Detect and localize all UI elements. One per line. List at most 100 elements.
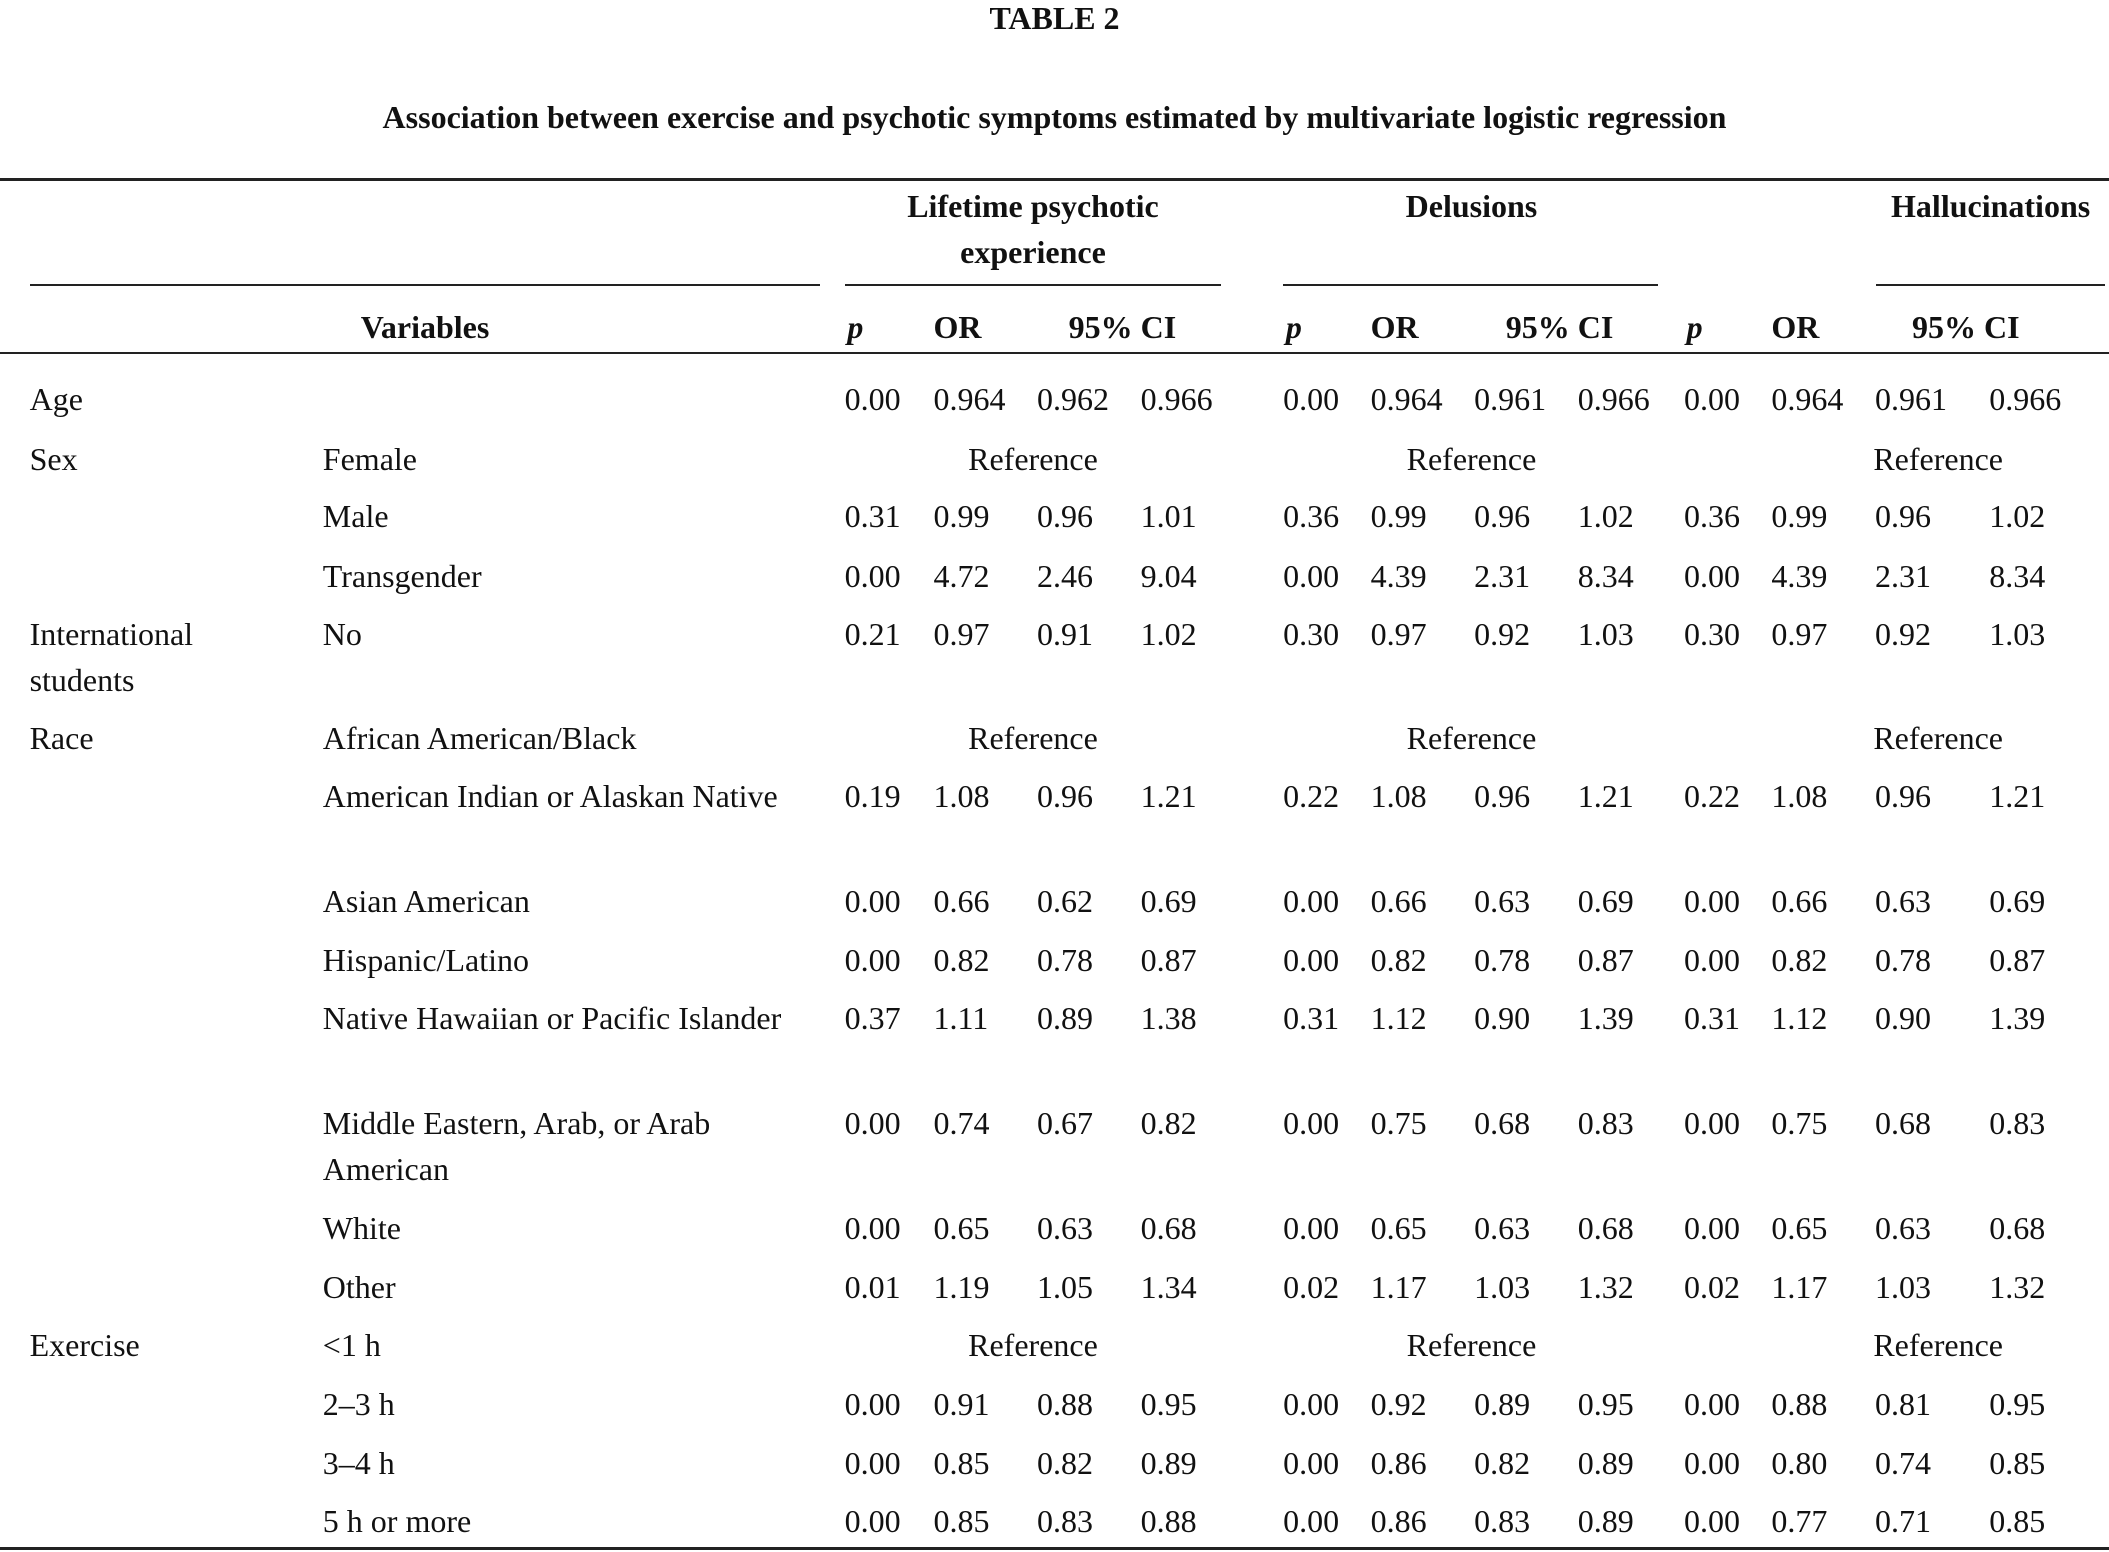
level-label: No bbox=[322, 615, 362, 652]
group-header: Hallucinations bbox=[1891, 187, 2091, 224]
rule bbox=[29, 283, 821, 286]
cell: 8.34 bbox=[1577, 557, 1634, 594]
cell: 1.17 bbox=[1370, 1269, 1427, 1306]
cell: 0.92 bbox=[1474, 615, 1531, 652]
cell: 0.02 bbox=[1283, 1269, 1340, 1306]
cell: 0.68 bbox=[1140, 1210, 1197, 1246]
cell: 0.82 bbox=[1037, 1445, 1093, 1482]
cell: 0.87 bbox=[1140, 942, 1197, 979]
cell: 0.31 bbox=[844, 498, 901, 535]
level-label: White bbox=[322, 1210, 401, 1246]
cell: 0.85 bbox=[1989, 1445, 2046, 1482]
group-header: Delusions bbox=[1405, 187, 1538, 224]
cell: 0.69 bbox=[1989, 883, 2046, 920]
cell: 0.68 bbox=[1474, 1105, 1531, 1142]
cell: 0.90 bbox=[1474, 1000, 1531, 1037]
table-title: TABLE 2 bbox=[989, 0, 1120, 36]
variable-label: Race bbox=[29, 720, 94, 757]
cell: 0.966 bbox=[1989, 381, 2062, 418]
cell: 0.77 bbox=[1771, 1503, 1828, 1540]
cell: 0.00 bbox=[1283, 942, 1340, 979]
cell: 0.00 bbox=[1283, 1445, 1340, 1482]
cell: 0.86 bbox=[1370, 1445, 1427, 1482]
cell: 1.01 bbox=[1140, 498, 1197, 535]
cell: 0.00 bbox=[844, 557, 901, 594]
cell: 0.65 bbox=[1370, 1210, 1427, 1246]
cell: 0.63 bbox=[1874, 883, 1931, 920]
cell: 0.83 bbox=[1474, 1503, 1531, 1540]
cell: 1.34 bbox=[1140, 1269, 1197, 1306]
cell: 0.962 bbox=[1037, 381, 1109, 418]
cell: 0.71 bbox=[1874, 1503, 1931, 1540]
column-header: 95% CI bbox=[1911, 308, 2020, 345]
cell: 1.11 bbox=[933, 1000, 989, 1037]
cell: 0.89 bbox=[1577, 1503, 1634, 1540]
cell: 0.00 bbox=[1683, 557, 1740, 594]
cell: 0.75 bbox=[1370, 1105, 1427, 1142]
cell: 1.12 bbox=[1370, 1000, 1427, 1037]
cell: 0.00 bbox=[1683, 1445, 1740, 1482]
cell: 0.966 bbox=[1140, 381, 1213, 418]
level-label: Transgender bbox=[322, 557, 482, 594]
cell: 0.82 bbox=[1474, 1445, 1531, 1482]
cell: 0.00 bbox=[1283, 1210, 1340, 1246]
reference-cell: Reference bbox=[1406, 1327, 1537, 1364]
column-header: p bbox=[847, 308, 864, 345]
cell: 1.03 bbox=[1874, 1269, 1931, 1306]
cell: 0.83 bbox=[1989, 1105, 2046, 1142]
cell: 0.85 bbox=[933, 1503, 990, 1540]
cell: 1.02 bbox=[1577, 498, 1634, 535]
cell: 0.85 bbox=[1989, 1503, 2046, 1540]
cell: 0.99 bbox=[1771, 498, 1828, 535]
variable-label: International students bbox=[29, 615, 194, 698]
cell: 0.88 bbox=[1037, 1386, 1093, 1423]
cell: 0.63 bbox=[1037, 1210, 1093, 1246]
cell: 0.00 bbox=[1683, 942, 1740, 979]
cell: 0.89 bbox=[1577, 1445, 1634, 1482]
cell: 0.00 bbox=[1283, 557, 1340, 594]
reference-cell: Reference bbox=[1406, 440, 1537, 477]
cell: 0.00 bbox=[1283, 381, 1340, 418]
cell: 1.38 bbox=[1140, 1000, 1197, 1037]
cell: 0.86 bbox=[1370, 1503, 1427, 1540]
cell: 0.00 bbox=[1683, 381, 1740, 418]
variable-label: Exercise bbox=[29, 1327, 140, 1364]
cell: 1.32 bbox=[1989, 1269, 2046, 1306]
cell: 1.03 bbox=[1474, 1269, 1531, 1306]
cell: 2.31 bbox=[1874, 557, 1931, 594]
cell: 0.961 bbox=[1474, 381, 1547, 418]
cell: 1.39 bbox=[1577, 1000, 1634, 1037]
cell: 1.03 bbox=[1577, 615, 1634, 652]
cell: 4.39 bbox=[1771, 557, 1828, 594]
cell: 0.96 bbox=[1474, 498, 1531, 535]
cell: 0.75 bbox=[1771, 1105, 1828, 1142]
cell: 0.99 bbox=[1370, 498, 1427, 535]
cell: 0.68 bbox=[1989, 1210, 2046, 1246]
cell: 1.21 bbox=[1140, 778, 1197, 815]
cell: 0.00 bbox=[844, 883, 901, 920]
cell: 0.66 bbox=[933, 883, 990, 920]
cell: 0.00 bbox=[844, 1386, 901, 1423]
cell: 0.00 bbox=[844, 1105, 901, 1142]
reference-cell: Reference bbox=[1873, 1327, 2003, 1364]
cell: 1.39 bbox=[1989, 1000, 2046, 1037]
cell: 0.22 bbox=[1683, 778, 1740, 815]
level-label: 2–3 h bbox=[322, 1386, 395, 1423]
cell: 0.00 bbox=[1283, 1503, 1340, 1540]
cell: 1.03 bbox=[1989, 615, 2046, 652]
cell: 0.80 bbox=[1771, 1445, 1828, 1482]
cell: 0.78 bbox=[1037, 942, 1093, 979]
cell: 0.87 bbox=[1577, 942, 1634, 979]
cell: 4.39 bbox=[1370, 557, 1427, 594]
cell: 0.62 bbox=[1037, 883, 1093, 920]
cell: 0.63 bbox=[1474, 1210, 1531, 1246]
cell: 0.00 bbox=[1683, 1386, 1740, 1423]
cell: 0.82 bbox=[933, 942, 990, 979]
cell: 0.90 bbox=[1874, 1000, 1931, 1037]
cell: 2.46 bbox=[1037, 557, 1093, 594]
cell: 0.91 bbox=[1037, 615, 1093, 652]
level-label: Other bbox=[322, 1269, 396, 1306]
cell: 0.67 bbox=[1037, 1105, 1093, 1142]
reference-cell: Reference bbox=[1406, 720, 1537, 757]
